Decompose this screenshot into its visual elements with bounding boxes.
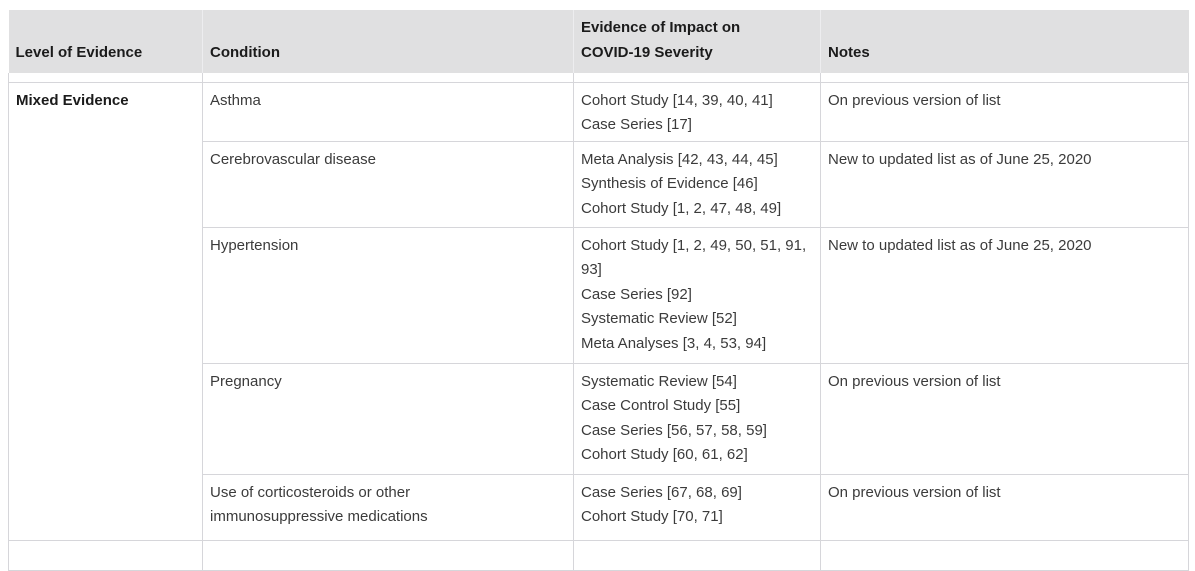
evidence-line: Synthesis of Evidence [46] (581, 175, 758, 192)
evidence-line: Meta Analyses [3, 4, 53, 94] (581, 334, 767, 352)
evidence-list: Cohort Study [1, 2, 49, 50, 51, 91, 93] C… (581, 234, 808, 357)
table-row: Hypertension Cohort Study [1, 2, 49, 50, … (9, 226, 1189, 364)
condition-cell: Hypertension (202, 226, 574, 364)
condition-text: Asthma (210, 91, 261, 109)
column-header-condition: Condition (202, 10, 574, 73)
table-header: Level of Evidence Condition Evidence of … (8, 10, 1189, 83)
condition-cell: Cerebrovascular disease (202, 140, 574, 228)
evidence-cell: Cohort Study [14, 39, 40, 41] Case Series… (573, 81, 821, 142)
evidence-line: Cohort Study [70, 71] (581, 508, 723, 525)
evidence-line: Cohort Study [1, 2, 47, 48, 49] (581, 199, 782, 217)
notes-cell: On previous version of list (820, 473, 1189, 541)
notes-cell: On previous version of list (820, 362, 1189, 475)
evidence-line: Cohort Study [14, 39, 40, 41] (581, 91, 773, 109)
partial-cell (202, 539, 574, 571)
evidence-line: Case Series [17] (581, 116, 692, 133)
evidence-line: Case Control Study [55] (581, 397, 741, 414)
evidence-list: Meta Analysis [42, 43, 44, 45] Synthesis … (581, 148, 808, 222)
evidence-line: Cohort Study [60, 61, 62] (581, 446, 748, 463)
spacer-cell (8, 73, 203, 83)
notes-cell: New to updated list as of June 25, 2020 (820, 226, 1189, 364)
table-row: Cerebrovascular disease Meta Analysis [42… (9, 140, 1189, 228)
evidence-line: Systematic Review [52] (581, 310, 737, 327)
evidence-line: Meta Analysis [42, 43, 44, 45] (581, 150, 778, 168)
condition-text: Cerebrovascular disease (210, 150, 376, 168)
spacer-cell (573, 73, 821, 83)
evidence-cell: Meta Analysis [42, 43, 44, 45] Synthesis … (573, 140, 821, 228)
table-body: Mixed Evidence Asthma Cohort Study [14, 39… (8, 81, 1189, 571)
notes-cell: New to updated list as of June 25, 2020 (820, 140, 1189, 228)
condition-text: Use of corticosteroids or other immunosu… (210, 483, 428, 526)
notes-text: New to updated list as of June 25, 2020 (828, 150, 1092, 168)
partial-cell (8, 539, 203, 571)
table-row: Use of corticosteroids or other immunosu… (9, 473, 1189, 541)
evidence-list: Systematic Review [54] Case Control Study… (581, 370, 808, 468)
spacer-cell (202, 73, 574, 83)
column-header-notes: Notes (820, 10, 1189, 73)
evidence-list: Case Series [67, 68, 69] Cohort Study [70… (581, 481, 808, 530)
header-row: Level of Evidence Condition Evidence of … (8, 10, 1189, 73)
notes-cell: On previous version of list (820, 81, 1189, 142)
evidence-cell: Cohort Study [1, 2, 49, 50, 51, 91, 93] C… (573, 226, 821, 364)
condition-cell: Asthma (202, 81, 574, 142)
condition-text: Pregnancy (210, 372, 282, 390)
partial-cell (820, 539, 1189, 571)
level-of-evidence-cell: Mixed Evidence (8, 81, 203, 541)
evidence-line: Case Series [67, 68, 69] (581, 483, 742, 501)
evidence-line: Case Series [92] (581, 285, 692, 303)
notes-text: On previous version of list (828, 372, 1001, 390)
partial-next-row (8, 539, 1189, 571)
evidence-line: Case Series [56, 57, 58, 59] (581, 421, 767, 439)
page-canvas: Level of Evidence Condition Evidence of … (0, 10, 1195, 571)
evidence-cell: Systematic Review [54] Case Control Study… (573, 362, 821, 475)
evidence-line: Systematic Review [54] (581, 372, 737, 390)
notes-text: On previous version of list (828, 483, 1001, 501)
column-header-level-of-evidence: Level of Evidence (8, 10, 203, 73)
column-header-evidence-of-impact: Evidence of Impact on COVID-19 Severity (573, 10, 821, 73)
spacer-cell (820, 73, 1189, 83)
evidence-list: Cohort Study [14, 39, 40, 41] Case Series… (581, 89, 808, 138)
spacer-row (8, 73, 1189, 83)
partial-cell (573, 539, 821, 571)
evidence-table: Level of Evidence Condition Evidence of … (8, 10, 1189, 571)
column-header-evidence-label: Evidence of Impact on COVID-19 Severity (581, 19, 741, 61)
condition-cell: Use of corticosteroids or other immunosu… (202, 473, 574, 541)
notes-text: On previous version of list (828, 91, 1001, 109)
table-row: Mixed Evidence Asthma Cohort Study [14, 39… (8, 81, 1189, 541)
evidence-line: Cohort Study [1, 2, 49, 50, 51, 91, 93] (581, 236, 807, 279)
notes-text: New to updated list as of June 25, 2020 (828, 236, 1092, 254)
evidence-cell: Case Series [67, 68, 69] Cohort Study [70… (573, 473, 821, 541)
condition-text: Hypertension (210, 236, 299, 254)
condition-cell: Pregnancy (202, 362, 574, 475)
